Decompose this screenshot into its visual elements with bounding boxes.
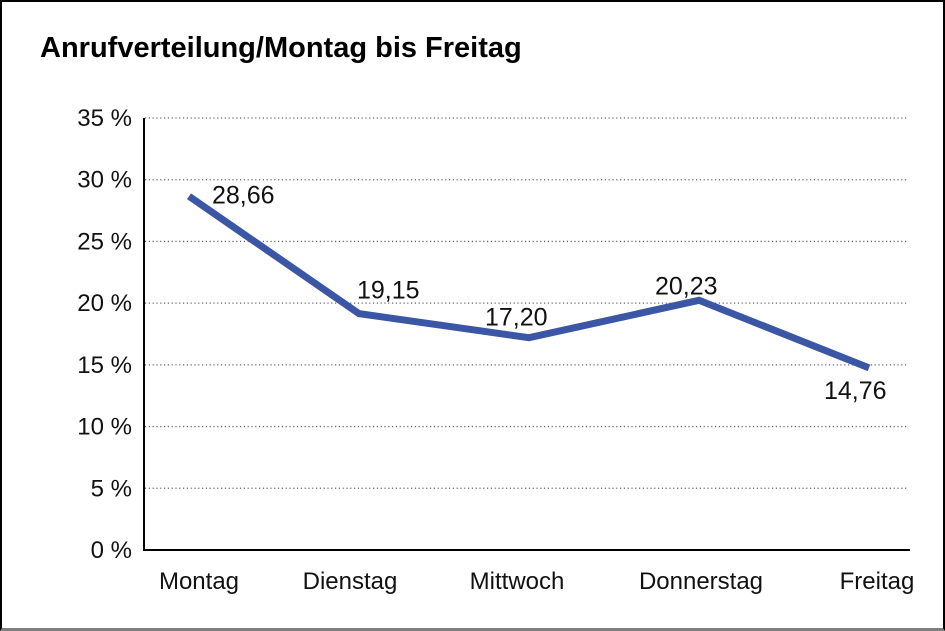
data-point-label: 14,76	[824, 377, 887, 405]
y-tick-label: 10 %	[77, 414, 132, 441]
y-tick-label: 35 %	[77, 105, 132, 132]
y-tick-label: 0 %	[91, 537, 132, 564]
x-category-label: Donnerstag	[639, 568, 763, 595]
y-tick-label: 5 %	[91, 475, 132, 502]
data-point-label: 17,20	[485, 304, 548, 332]
x-category-label: Freitag	[840, 568, 915, 595]
x-category-label: Dienstag	[303, 568, 398, 595]
x-category-label: Montag	[159, 568, 239, 595]
y-tick-label: 15 %	[77, 352, 132, 379]
data-point-label: 20,23	[655, 272, 718, 300]
series-line	[187, 193, 871, 372]
y-tick-label: 25 %	[77, 228, 132, 255]
x-category-label: Mittwoch	[470, 568, 565, 595]
data-point-label: 28,66	[212, 181, 275, 209]
y-tick-label: 30 %	[77, 167, 132, 194]
data-point-label: 19,15	[357, 277, 420, 305]
y-tick-label: 20 %	[77, 290, 132, 317]
chart-title: Anrufverteilung/Montag bis Freitag	[40, 32, 522, 64]
